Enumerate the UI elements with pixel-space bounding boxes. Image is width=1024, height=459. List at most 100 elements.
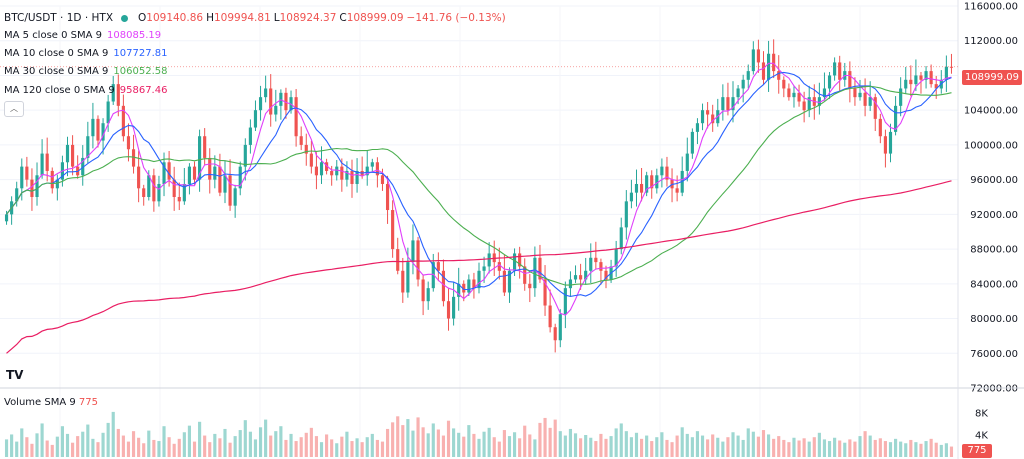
candle-body bbox=[345, 170, 349, 180]
volume-bar bbox=[264, 419, 268, 457]
ma10-legend[interactable]: MA 10 close 0 SMA 9 107727.81 bbox=[4, 48, 168, 59]
ma120-legend[interactable]: MA 120 close 0 SMA 9 95867.46 bbox=[4, 85, 168, 96]
price-tick-label: 84000.00 bbox=[970, 279, 1018, 290]
volume-bar bbox=[131, 431, 136, 457]
volume-bar bbox=[807, 441, 811, 457]
last-price-tag: 108999.09 bbox=[962, 70, 1022, 85]
collapse-legend-button[interactable]: ︿ bbox=[4, 101, 24, 117]
candle-body bbox=[858, 92, 862, 98]
candle-body bbox=[81, 157, 85, 176]
candle-body bbox=[660, 166, 664, 176]
candle-body bbox=[853, 88, 857, 98]
candle-body bbox=[538, 257, 542, 280]
candle-body bbox=[599, 262, 603, 271]
candle-body bbox=[452, 296, 456, 319]
candle-body bbox=[487, 253, 491, 267]
volume-bar bbox=[833, 437, 837, 457]
ma30-legend[interactable]: MA 30 close 0 SMA 9 106052.58 bbox=[4, 66, 168, 77]
candle-body bbox=[619, 227, 623, 250]
candle-body bbox=[441, 270, 446, 302]
volume-tick-label: 8K bbox=[975, 409, 988, 420]
volume-bar bbox=[614, 428, 618, 457]
candle-body bbox=[284, 92, 288, 111]
volume-bar bbox=[391, 422, 395, 457]
candle-body bbox=[756, 49, 760, 63]
volume-bar bbox=[680, 427, 684, 457]
candle-body bbox=[96, 118, 100, 141]
candle-body bbox=[543, 279, 547, 306]
candle-body bbox=[208, 157, 212, 180]
volume-bar bbox=[518, 438, 522, 457]
volume-bar bbox=[416, 417, 420, 457]
candle-body bbox=[746, 71, 750, 80]
candle-body bbox=[182, 183, 186, 202]
volume-bar bbox=[716, 437, 720, 457]
symbol-label[interactable]: BTC/USDT · 1D · HTX bbox=[4, 12, 114, 24]
volume-bar bbox=[121, 435, 125, 457]
volume-bar bbox=[939, 444, 943, 457]
candle-body bbox=[50, 170, 54, 189]
volume-bar bbox=[919, 443, 923, 457]
candle-body bbox=[929, 71, 933, 85]
ma5-legend[interactable]: MA 5 close 0 SMA 9 108085.19 bbox=[4, 30, 162, 41]
candle-body bbox=[817, 97, 821, 106]
volume-bar bbox=[467, 425, 471, 457]
volume-bar bbox=[76, 436, 80, 457]
candle-body bbox=[751, 49, 755, 72]
candle-body bbox=[579, 275, 583, 280]
candle-body bbox=[736, 88, 740, 98]
ma120-value: 95867.46 bbox=[119, 85, 168, 96]
volume-bar bbox=[792, 437, 796, 457]
candle-body bbox=[20, 166, 24, 189]
volume-bar bbox=[533, 439, 537, 457]
volume-bar bbox=[721, 441, 725, 457]
volume-bar bbox=[228, 442, 232, 457]
candle-body bbox=[721, 97, 725, 111]
candle-body bbox=[15, 188, 19, 202]
volume-bar bbox=[106, 422, 110, 457]
volume-bar bbox=[462, 436, 466, 457]
volume-bar bbox=[380, 441, 385, 457]
volume-bar bbox=[706, 439, 710, 457]
volume-bar bbox=[584, 435, 588, 457]
candle-body bbox=[761, 62, 766, 80]
volume-bar bbox=[233, 436, 237, 457]
volume-bar bbox=[858, 436, 862, 457]
volume-bar bbox=[294, 441, 298, 457]
low-value: 108924.37 bbox=[279, 12, 337, 24]
candle-body bbox=[330, 170, 334, 176]
candle-body bbox=[777, 71, 781, 80]
candle-body bbox=[30, 179, 34, 197]
candle-body bbox=[431, 262, 435, 289]
volume-bar bbox=[411, 430, 415, 457]
volume-bar bbox=[731, 432, 735, 457]
candle-body bbox=[304, 144, 308, 154]
candle-body bbox=[477, 270, 481, 289]
ma120-line bbox=[6, 180, 952, 354]
volume-bar bbox=[573, 433, 578, 457]
candle-body bbox=[126, 136, 131, 150]
volume-bar bbox=[700, 435, 705, 457]
candle-body bbox=[822, 88, 827, 98]
volume-bar bbox=[670, 442, 674, 457]
volume-legend[interactable]: Volume SMA 9 775 bbox=[4, 397, 99, 408]
tradingview-logo[interactable]: TV bbox=[6, 368, 24, 382]
candle-body bbox=[924, 71, 928, 80]
price-tick-label: 112000.00 bbox=[964, 36, 1018, 47]
volume-bar bbox=[944, 443, 948, 457]
candle-body bbox=[655, 175, 659, 189]
candle-body bbox=[365, 166, 369, 176]
volume-bar bbox=[487, 427, 491, 457]
volume-bar bbox=[878, 438, 882, 457]
volume-bar bbox=[55, 436, 59, 457]
volume-bar bbox=[111, 411, 115, 457]
volume-bar bbox=[777, 436, 781, 457]
price-tick-label: 104000.00 bbox=[964, 106, 1018, 117]
volume-bar bbox=[81, 431, 85, 457]
volume-bar bbox=[782, 439, 786, 457]
ma10-line bbox=[6, 71, 952, 297]
candle-body bbox=[833, 62, 837, 76]
candle-body bbox=[634, 183, 639, 193]
candle-body bbox=[904, 79, 908, 89]
